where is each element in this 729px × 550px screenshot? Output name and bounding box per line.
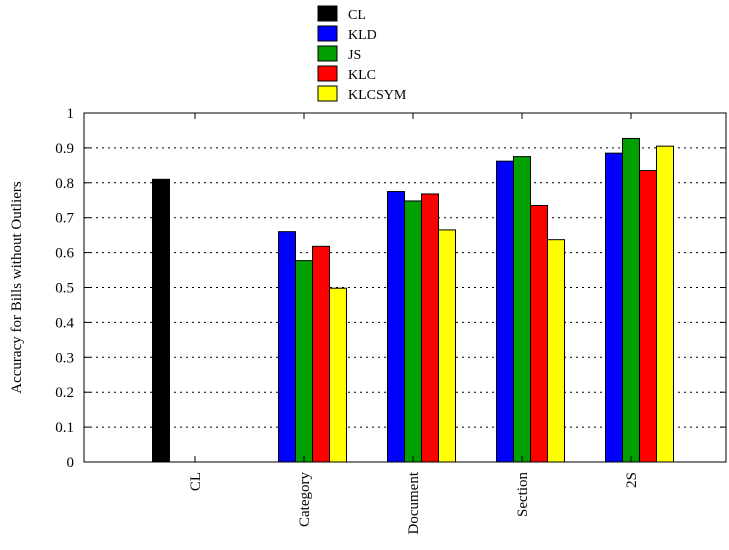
bar-klcsym-section (547, 239, 565, 463)
bar-klcsym-document (438, 229, 456, 463)
bar-klc-section (530, 204, 548, 463)
legend-swatch-kld (317, 25, 338, 42)
y-tick-label: 0.7 (55, 211, 74, 227)
bar-klc-category (312, 245, 330, 463)
y-tick-label: 0.1 (55, 420, 74, 436)
bar-kld-category (278, 231, 296, 463)
bar-klc-2s (639, 170, 657, 463)
y-tick-label: 0.8 (55, 176, 74, 192)
x-tick-label: Category (297, 472, 313, 527)
legend-label-kld: KLD (348, 28, 377, 43)
bar-js-document (404, 200, 422, 463)
x-tick-label: CL (188, 472, 204, 491)
x-tick-label: Document (406, 471, 422, 534)
bar-klcsym-2s (656, 145, 674, 463)
bar-js-category (295, 260, 313, 463)
x-tick-label: 2S (624, 472, 640, 488)
x-axis: CL Category Document Section 2S (188, 113, 640, 534)
y-tick-label: 0.5 (55, 281, 74, 297)
y-tick-label: 0.3 (55, 350, 74, 366)
y-tick-label: 0.6 (55, 246, 74, 262)
y-tick-label: 0.4 (55, 315, 74, 331)
y-axis-title: Accuracy for Bills without Outliers (9, 181, 25, 394)
bar-cl-cl (152, 178, 170, 463)
y-tick-label: 1 (67, 106, 75, 122)
bar-js-2s (622, 137, 640, 463)
y-tick-label: 0.9 (55, 141, 74, 157)
legend-swatch-cl (317, 5, 338, 22)
legend-label-js: JS (348, 48, 361, 63)
legend: CL KLD JS KLC KLCSYM (317, 5, 407, 103)
legend-swatch-klc (317, 65, 338, 82)
bar-kld-2s (605, 152, 623, 463)
x-tick-label: Section (515, 472, 531, 517)
bar-js-section (513, 156, 531, 463)
bar-klcsym-category (329, 287, 347, 463)
bar-klc-document (421, 193, 439, 463)
legend-label-cl: CL (348, 8, 366, 23)
legend-swatch-js (317, 45, 338, 62)
y-tick-label: 0.2 (55, 385, 74, 401)
legend-label-klc: KLC (348, 68, 376, 83)
legend-label-klcsym: KLCSYM (348, 88, 407, 103)
legend-swatch-klcsym (317, 85, 338, 102)
y-axis: 0 0.1 0.2 0.3 0.4 0.5 0.6 0.7 0.8 0.9 1 (55, 106, 726, 471)
bar-kld-document (387, 191, 405, 463)
bar-kld-section (496, 160, 514, 463)
bars (152, 137, 674, 463)
y-tick-label: 0 (67, 455, 75, 471)
